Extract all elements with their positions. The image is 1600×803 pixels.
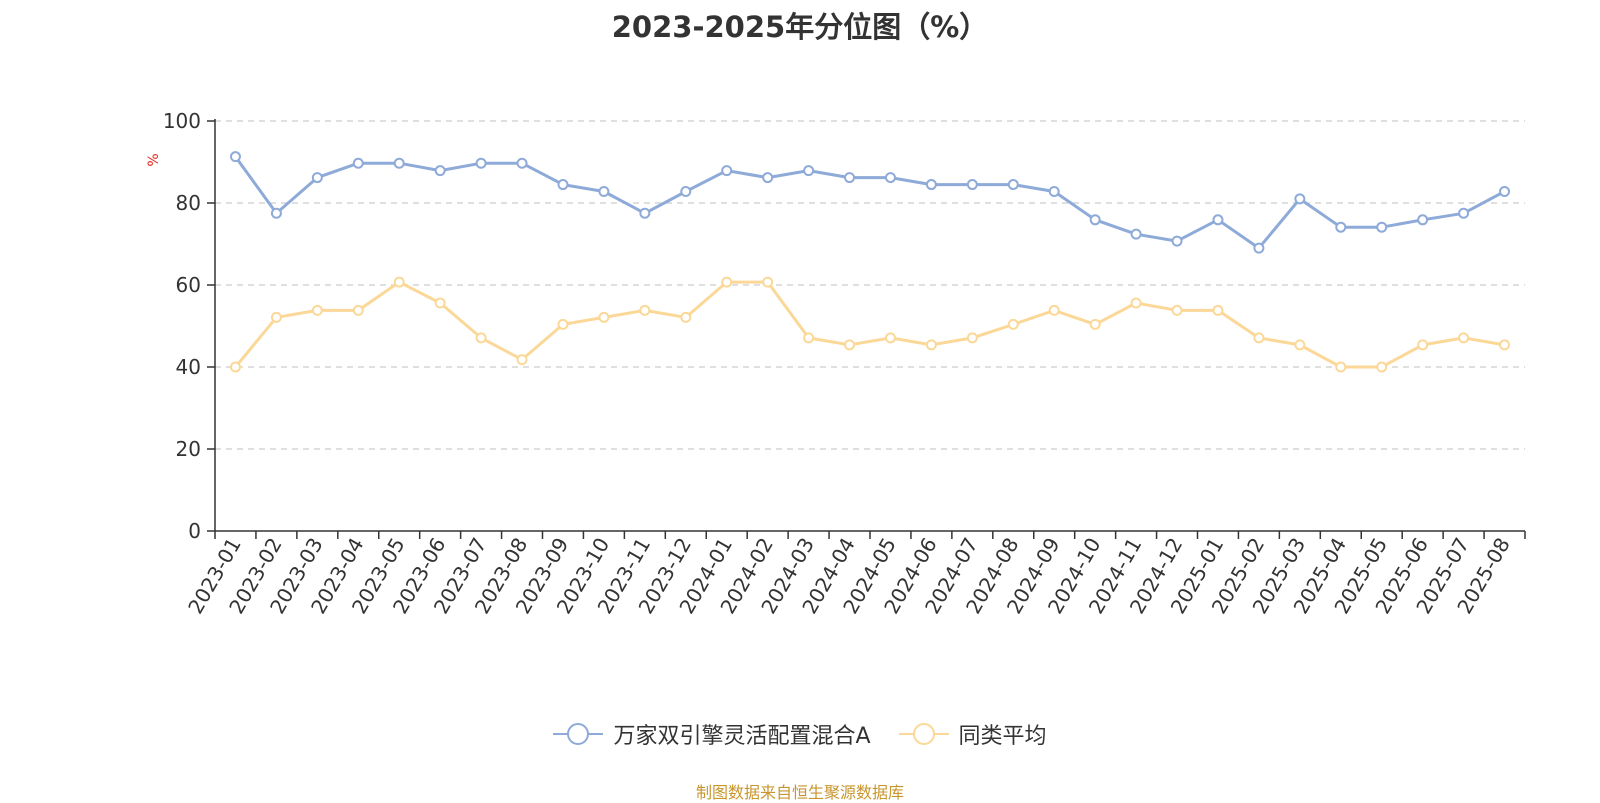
data-point-series-1 — [1417, 339, 1429, 351]
legend-swatch-series-b — [898, 720, 949, 748]
series-line-0 — [234, 155, 1506, 250]
data-point-series-1 — [1048, 304, 1060, 316]
data-point-series-1 — [598, 311, 610, 323]
axes: 0204060801002023-012023-022023-032023-04… — [163, 109, 1526, 618]
y-tick-label: 60 — [176, 273, 201, 297]
data-point-series-0 — [925, 179, 937, 191]
data-point-series-0 — [516, 157, 528, 169]
data-point-series-1 — [1376, 361, 1388, 373]
data-point-series-0 — [1335, 221, 1347, 233]
data-point-series-0 — [434, 165, 446, 177]
data-point-series-1 — [229, 361, 241, 373]
grid-lines — [215, 120, 1525, 450]
data-point-series-0 — [762, 172, 774, 184]
data-point-series-0 — [884, 172, 896, 184]
y-tick-label: 100 — [163, 109, 201, 133]
data-point-series-0 — [557, 179, 569, 191]
y-axis-unit: % — [146, 153, 162, 166]
data-point-series-1 — [1130, 297, 1142, 309]
y-tick-label: 40 — [176, 355, 201, 379]
legend-label-series-a: 万家双引擎灵活配置混合A — [613, 724, 871, 749]
data-point-series-0 — [1458, 207, 1470, 219]
data-point-series-1 — [1089, 318, 1101, 330]
data-point-series-0 — [1253, 242, 1265, 254]
line-chart: 0204060801002023-012023-022023-032023-04… — [146, 109, 1526, 618]
data-point-series-1 — [1253, 332, 1265, 344]
data-point-series-1 — [434, 297, 446, 309]
data-point-series-1 — [925, 339, 937, 351]
data-point-series-1 — [270, 311, 282, 323]
data-point-series-1 — [1294, 339, 1306, 351]
data-point-series-0 — [598, 186, 610, 198]
data-point-series-1 — [1458, 332, 1470, 344]
data-point-series-1 — [475, 332, 487, 344]
data-point-series-1 — [966, 332, 978, 344]
data-point-series-0 — [229, 151, 241, 163]
data-point-series-1 — [762, 276, 774, 288]
data-point-series-1 — [1212, 304, 1224, 316]
chart-title: 2023-2025年分位图（%） — [611, 10, 989, 44]
data-point-series-0 — [393, 157, 405, 169]
data-point-series-1 — [1007, 318, 1019, 330]
data-point-series-1 — [352, 304, 364, 316]
data-point-series-1 — [844, 339, 856, 351]
data-point-series-0 — [1294, 193, 1306, 205]
data-point-series-0 — [1048, 186, 1060, 198]
data-point-series-0 — [475, 157, 487, 169]
source-note: 制图数据来自恒生聚源数据库 — [695, 783, 904, 802]
data-point-series-1 — [1335, 361, 1347, 373]
data-point-series-0 — [352, 157, 364, 169]
series-line-1 — [234, 280, 1505, 369]
data-point-series-1 — [1499, 339, 1511, 351]
data-point-series-1 — [721, 276, 733, 288]
data-point-series-1 — [516, 354, 528, 366]
data-point-series-1 — [311, 304, 323, 316]
data-point-series-0 — [966, 179, 978, 191]
data-point-series-0 — [721, 165, 733, 177]
legend-item-series-b[interactable]: 同类平均 — [898, 718, 1047, 750]
data-point-series-0 — [803, 165, 815, 177]
data-point-series-1 — [393, 276, 405, 288]
data-point-series-1 — [1171, 304, 1183, 316]
legend-item-series-a[interactable]: 万家双引擎灵活配置混合A — [553, 718, 871, 750]
data-point-series-0 — [1376, 221, 1388, 233]
legend-swatch-series-a — [553, 720, 604, 748]
data-point-series-1 — [680, 311, 692, 323]
y-tick-label: 80 — [176, 191, 201, 215]
data-point-series-0 — [680, 186, 692, 198]
data-point-series-1 — [884, 332, 896, 344]
data-point-series-0 — [844, 172, 856, 184]
data-point-series-0 — [1499, 186, 1511, 198]
legend: 万家双引擎灵活配置混合A 同类平均 — [0, 718, 1600, 750]
data-point-series-0 — [311, 172, 323, 184]
data-point-series-0 — [639, 207, 651, 219]
series-layer — [229, 151, 1511, 373]
y-tick-label: 0 — [188, 519, 201, 543]
data-point-series-1 — [557, 318, 569, 330]
y-tick-label: 20 — [176, 437, 201, 461]
data-point-series-1 — [803, 332, 815, 344]
data-point-series-0 — [1007, 179, 1019, 191]
data-point-series-0 — [270, 207, 282, 219]
data-point-series-1 — [639, 304, 651, 316]
data-point-series-0 — [1171, 235, 1183, 247]
data-point-series-0 — [1089, 214, 1101, 226]
legend-label-series-b: 同类平均 — [958, 724, 1047, 749]
data-point-series-0 — [1212, 214, 1224, 226]
data-point-series-0 — [1417, 214, 1429, 226]
data-point-series-0 — [1130, 228, 1142, 240]
